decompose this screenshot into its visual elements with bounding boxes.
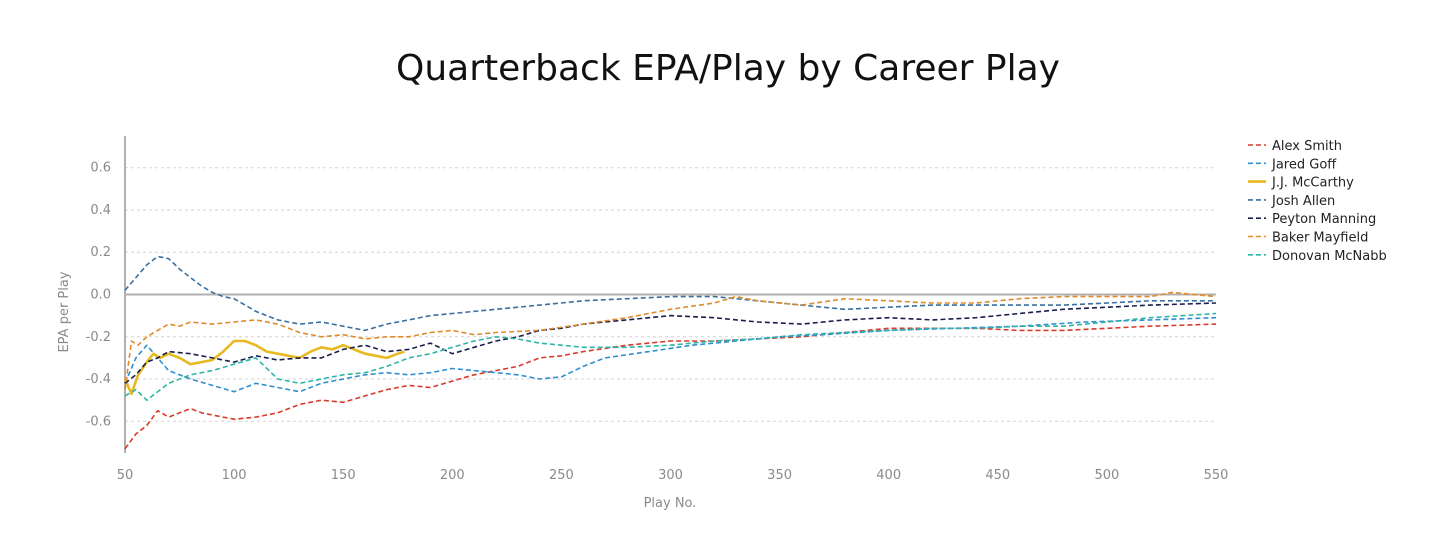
series-line-donovan-mcnabb [124,312,1217,402]
x-tick-label: 200 [440,468,465,483]
x-tick-label: 400 [876,468,901,483]
legend-label: Josh Allen [1271,194,1335,209]
y-tick-label: 0.0 [90,288,111,303]
series-line-jared-goff [124,316,1217,393]
series-line-j-j-mccarthy [123,339,405,396]
y-axis-label: EPA per Play [57,271,72,352]
legend-label: Donovan McNabb [1272,249,1387,264]
y-tick-label: 0.6 [90,161,111,176]
y-tick-label: -0.6 [86,414,111,429]
legend-label: J.J. McCarthy [1271,176,1354,191]
x-axis-label: Play No. [644,496,697,511]
series-lines [123,255,1217,450]
legend: Alex Smith Jared Goff J.J. McCarthy Josh Al… [1248,139,1387,264]
series-line-peyton-manning [124,302,1217,384]
series-line-baker-mayfield [124,291,1217,390]
series-line-josh-allen [124,255,1216,332]
x-tick-label: 150 [331,468,356,483]
legend-label: Baker Mayfield [1272,231,1368,246]
series-line-alex-smith [124,323,1217,450]
x-tick-label: 300 [658,468,683,483]
x-tick-label: 550 [1204,468,1229,483]
y-tick-label: 0.4 [90,203,111,218]
x-tick-label: 450 [985,468,1010,483]
gridlines [125,167,1216,422]
x-tick-label: 250 [549,468,574,483]
y-tick-label: -0.4 [86,372,111,387]
chart-title: Quarterback EPA/Play by Career Play [396,48,1060,89]
y-tick-label: 0.2 [90,245,111,260]
axes: -0.6 -0.4 -0.2 0.0 0.2 0.4 0.6 50 100 150 200 250 30… [86,136,1229,483]
x-tick-label: 350 [767,468,792,483]
legend-label: Jared Goff [1271,157,1337,172]
x-tick-label: 50 [117,468,134,483]
x-tick-label: 100 [222,468,247,483]
y-tick-label: -0.2 [86,330,111,345]
legend-label: Peyton Manning [1272,212,1376,227]
legend-label: Alex Smith [1272,139,1342,154]
x-tick-label: 500 [1094,468,1119,483]
